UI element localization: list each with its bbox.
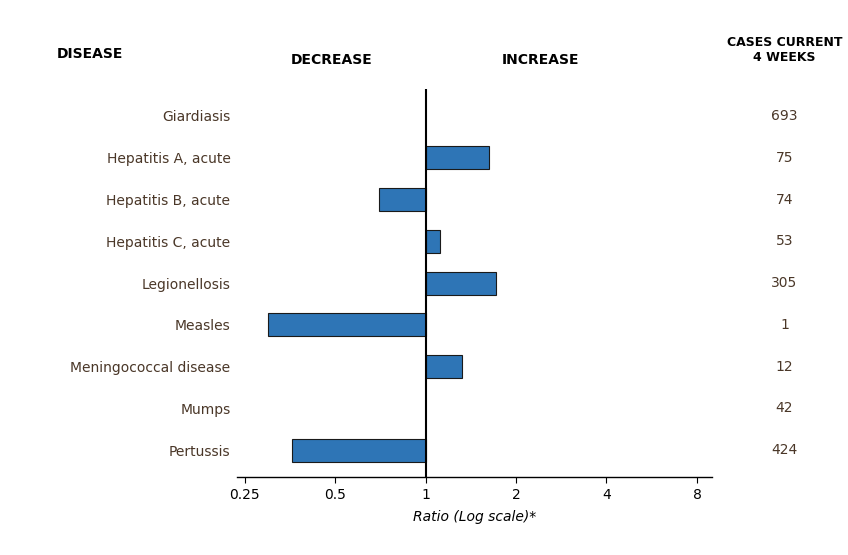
Text: 424: 424 <box>772 443 797 457</box>
Bar <box>426 271 496 295</box>
Bar <box>426 230 440 253</box>
Text: CASES CURRENT
4 WEEKS: CASES CURRENT 4 WEEKS <box>727 36 842 64</box>
Text: 1: 1 <box>780 318 789 332</box>
Bar <box>426 146 488 169</box>
Text: INCREASE: INCREASE <box>501 53 579 67</box>
Text: 12: 12 <box>776 360 793 374</box>
Text: 74: 74 <box>776 193 793 206</box>
Text: 693: 693 <box>771 109 798 123</box>
X-axis label: Ratio (Log scale)*: Ratio (Log scale)* <box>413 510 537 524</box>
Bar <box>269 314 426 336</box>
Text: 305: 305 <box>772 276 797 290</box>
Bar <box>293 438 426 462</box>
Text: 42: 42 <box>776 401 793 415</box>
Text: DISEASE: DISEASE <box>57 47 124 61</box>
Text: 75: 75 <box>776 151 793 165</box>
Text: DECREASE: DECREASE <box>291 53 372 67</box>
Text: 53: 53 <box>776 234 793 248</box>
Bar <box>379 188 426 211</box>
Bar <box>426 355 462 378</box>
